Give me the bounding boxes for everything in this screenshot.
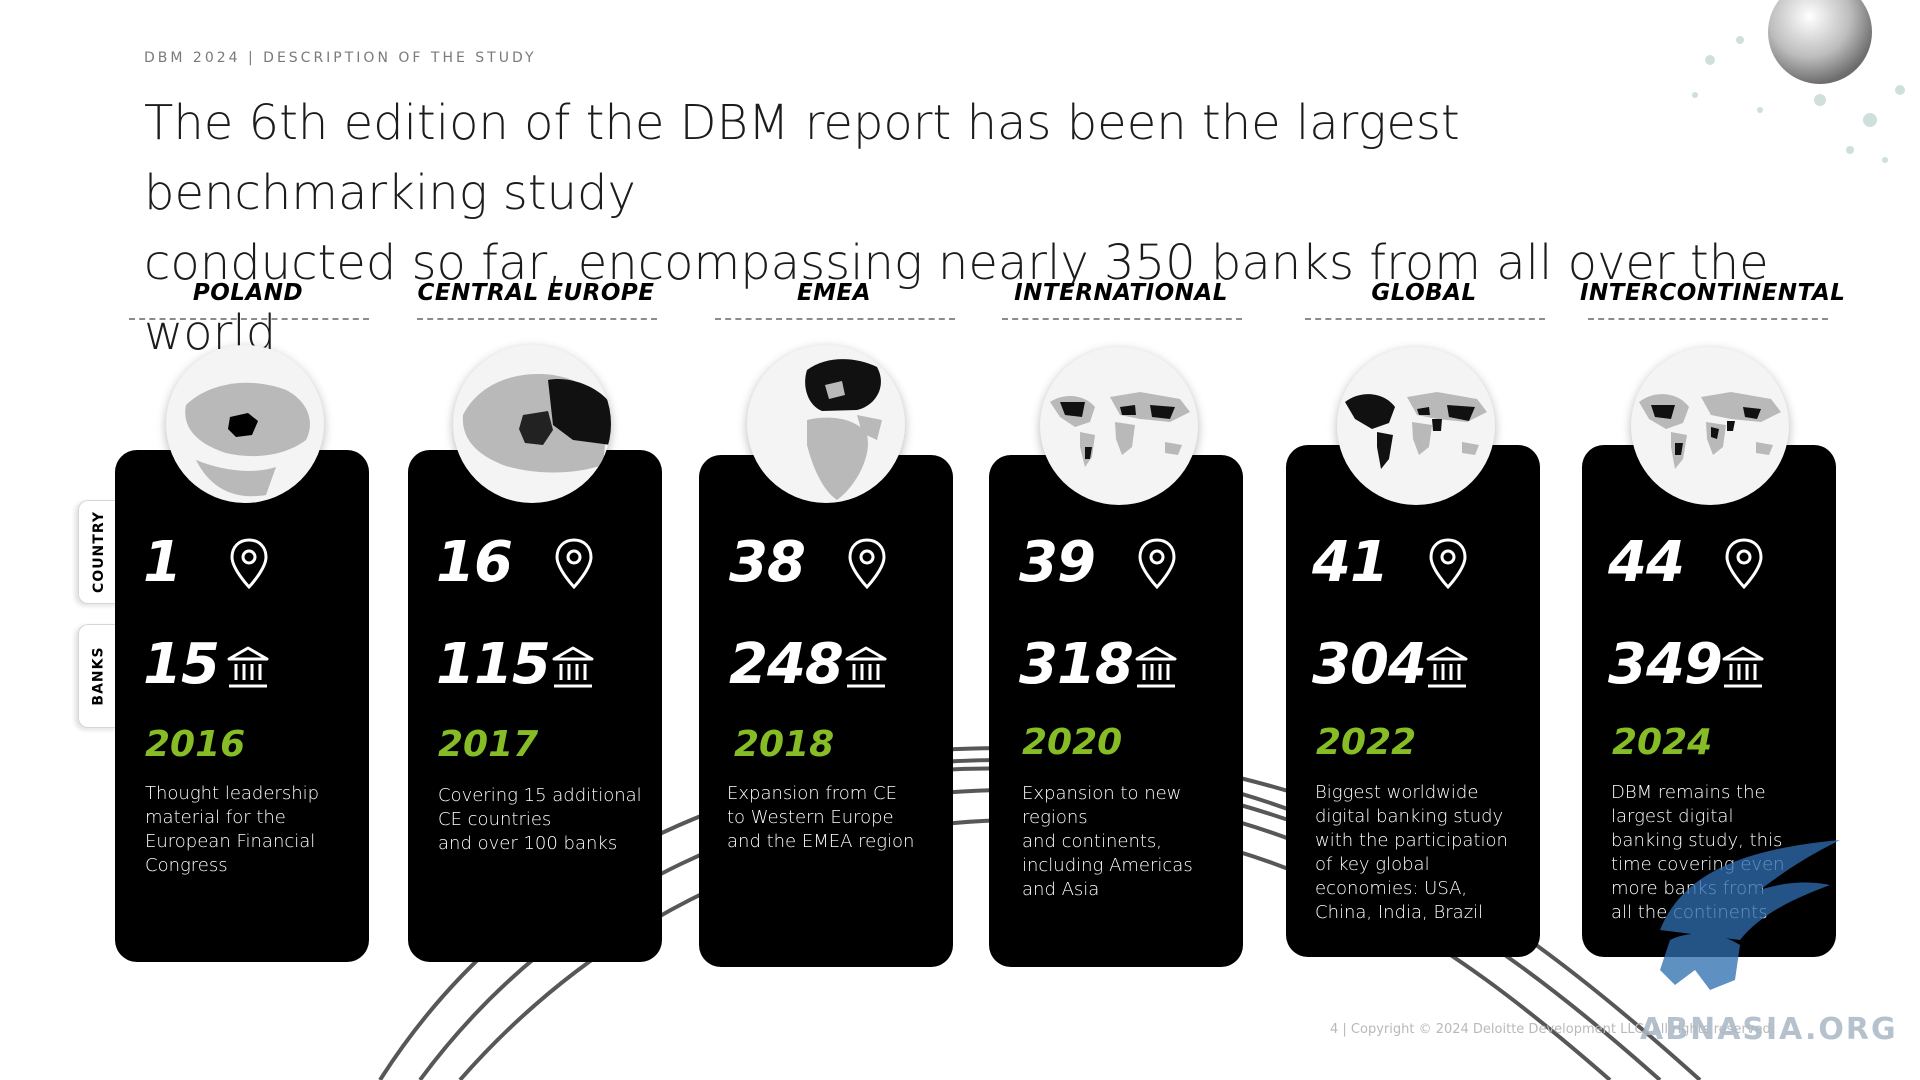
location-pin-icon: [230, 538, 268, 590]
bank-building-icon: [1426, 646, 1468, 688]
location-pin-icon: [1725, 538, 1763, 590]
description-line: Covering 15 additional: [438, 785, 642, 806]
description-line: with the participation: [1315, 830, 1508, 851]
location-pin-icon: [555, 538, 593, 590]
globe-global-map: [1337, 347, 1495, 505]
column-heading: INTERNATIONAL: [1014, 280, 1228, 306]
heading-divider: [129, 318, 369, 320]
watermark-text: ABNASIA.ORG: [1640, 1012, 1898, 1047]
globe-international-map: [1040, 347, 1198, 505]
corner-sphere-decoration: [1692, 0, 1905, 163]
globe-intercontinental-map: [1631, 347, 1789, 505]
description-line: China, India, Brazil: [1315, 902, 1484, 923]
card-description: Expansion from CE to Western Europe and …: [727, 782, 932, 854]
page-title-line-1: The 6th edition of the DBM report has be…: [144, 95, 1460, 221]
description-line: to Western Europe: [727, 807, 894, 828]
description-line: of key global: [1315, 854, 1430, 875]
column-heading: POLAND: [192, 280, 304, 306]
description-line: Biggest worldwide: [1315, 782, 1479, 803]
heading-divider: [1305, 318, 1545, 320]
footer-copyright: 4 | Copyright © 2024 Deloitte Developmen…: [1330, 1022, 1775, 1037]
card-poland: 1 15 2016 Thought leadership material fo…: [115, 450, 369, 962]
bank-building-icon: [227, 646, 269, 688]
side-tab-banks: BANKS: [78, 624, 118, 728]
description-line: material for the: [145, 807, 286, 828]
description-line: Congress: [145, 855, 228, 876]
card-description: Thought leadership material for the Euro…: [145, 782, 350, 878]
column-heading: EMEA: [796, 280, 872, 306]
year-label: 2017: [438, 724, 539, 765]
year-label: 2018: [734, 724, 835, 765]
year-label: 2022: [1316, 722, 1417, 763]
bank-building-icon: [552, 646, 594, 688]
year-label: 2016: [145, 724, 246, 765]
description-line: and continents,: [1022, 831, 1163, 852]
bank-count: 248: [729, 632, 844, 697]
card-description: Covering 15 additional CE countries and …: [438, 784, 643, 856]
page-title: The 6th edition of the DBM report has be…: [144, 88, 1784, 368]
description-line: digital banking study: [1315, 806, 1504, 827]
description-line: Thought leadership: [145, 783, 320, 804]
country-count: 39: [1019, 530, 1096, 595]
country-count: 38: [729, 530, 806, 595]
section-kicker: DBM 2024 | DESCRIPTION OF THE STUDY: [144, 50, 537, 66]
column-heading: CENTRAL EUROPE: [417, 280, 655, 306]
card-central-europe: 16 115 2017 Covering 15 additional CE co…: [408, 450, 662, 962]
griffin-watermark-icon: [1660, 840, 1840, 990]
country-count: 41: [1312, 530, 1389, 595]
side-tab-banks-label: BANKS: [90, 646, 107, 706]
column-heading: GLOBAL: [1371, 280, 1477, 306]
card-intercontinental: 44 349 2024 DBM remains the largest digi…: [1582, 445, 1836, 957]
description-line: Expansion to new: [1022, 783, 1182, 804]
description-line: regions: [1022, 807, 1088, 828]
heading-divider: [417, 318, 657, 320]
bank-count: 349: [1608, 632, 1723, 697]
page-title-line-2: conducted so far, encompassing nearly 35…: [144, 235, 1769, 361]
card-description: Biggest worldwide digital banking study …: [1315, 781, 1520, 925]
bank-building-icon: [845, 646, 887, 688]
description-line: DBM remains the: [1611, 782, 1766, 803]
heading-divider: [715, 318, 955, 320]
bank-count: 304: [1312, 632, 1427, 697]
description-line: and over 100 banks: [438, 833, 618, 854]
side-tab-country: COUNTRY: [78, 500, 118, 604]
bank-count: 115: [436, 632, 551, 697]
description-line: largest digital: [1611, 806, 1734, 827]
card-description: Expansion to new regions and continents,…: [1022, 782, 1227, 902]
card-emea: 38 248 2018 Expansion from CE to Western…: [699, 455, 953, 967]
country-count: 1: [143, 530, 182, 595]
bank-building-icon: [1722, 646, 1764, 688]
globe-central-europe-map: [453, 345, 611, 503]
description-line: and Asia: [1022, 879, 1100, 900]
globe-poland-map: [166, 345, 324, 503]
year-label: 2020: [1022, 722, 1123, 763]
description-line: CE countries: [438, 809, 552, 830]
description-line: European Financial: [145, 831, 316, 852]
globe-emea-map: [747, 345, 905, 503]
description-line: Expansion from CE: [727, 783, 897, 804]
location-pin-icon: [1429, 538, 1467, 590]
heading-divider: [1002, 318, 1242, 320]
description-line: and the EMEA region: [727, 831, 915, 852]
year-label: 2024: [1612, 722, 1713, 763]
bank-building-icon: [1135, 646, 1177, 688]
location-pin-icon: [848, 538, 886, 590]
side-tab-country-label: COUNTRY: [90, 511, 107, 593]
location-pin-icon: [1138, 538, 1176, 590]
heading-divider: [1588, 318, 1828, 320]
card-global: 41 304 2022 Biggest worldwide digital ba…: [1286, 445, 1540, 957]
description-line: economies: USA,: [1315, 878, 1468, 899]
bank-count: 15: [143, 632, 220, 697]
description-line: including Americas: [1022, 855, 1193, 876]
column-heading: INTERCONTINENTAL: [1580, 280, 1846, 306]
card-international: 39 318 2020 Expansion to new regions and…: [989, 455, 1243, 967]
country-count: 16: [436, 530, 513, 595]
bank-count: 318: [1019, 632, 1134, 697]
country-count: 44: [1608, 530, 1685, 595]
description-line: banking study, this: [1611, 830, 1783, 851]
